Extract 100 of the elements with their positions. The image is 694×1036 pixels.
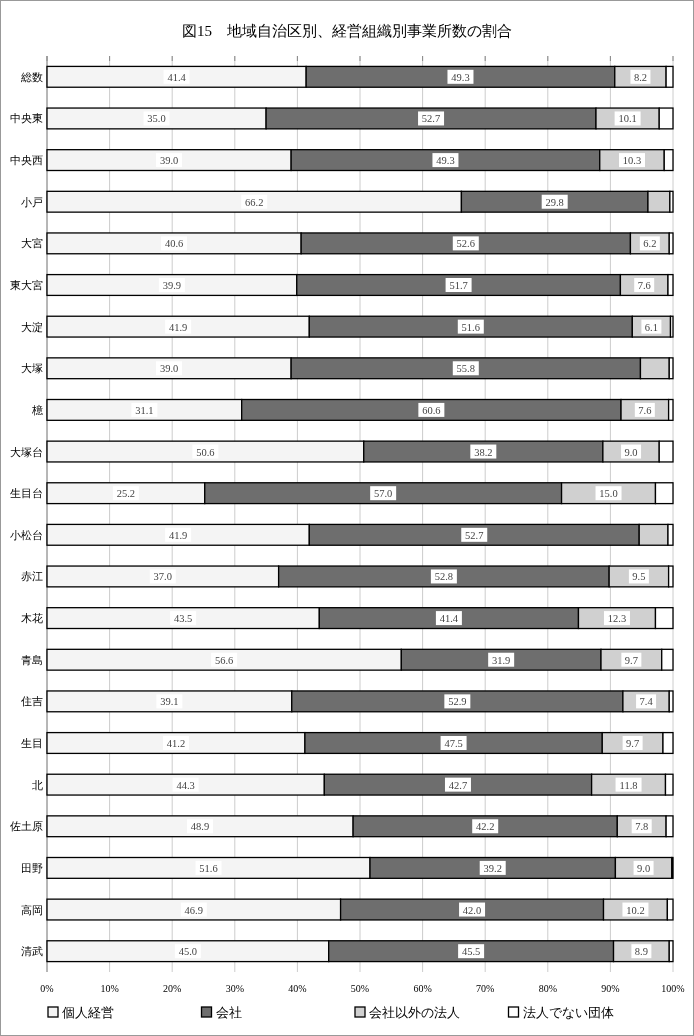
data-label: 7.4: [639, 696, 654, 708]
data-label: 15.0: [599, 488, 618, 500]
x-tick-label: 100%: [661, 983, 685, 994]
data-label: 41.9: [168, 321, 188, 333]
y-tick-label: 中央東: [10, 112, 43, 125]
data-label: 39.0: [159, 155, 179, 167]
x-tick-label: 20%: [163, 983, 182, 994]
data-label: 9.7: [624, 654, 638, 666]
y-tick-label: 佐土原: [10, 820, 43, 833]
x-tick-label: 50%: [350, 983, 370, 994]
data-label: 9.5: [632, 571, 646, 583]
x-tick-label: 80%: [538, 983, 557, 994]
data-label: 41.9: [168, 529, 188, 541]
y-tick-label: 北: [32, 778, 43, 791]
y-tick-label: 赤江: [21, 570, 43, 583]
data-label: 66.2: [245, 196, 264, 208]
data-label: 52.9: [448, 696, 467, 708]
x-tick-label: 70%: [476, 983, 495, 994]
x-tick-label: 30%: [225, 983, 244, 994]
data-label: 52.6: [456, 238, 475, 250]
data-label: 25.2: [116, 488, 136, 500]
legend-label: 会社以外の法人: [369, 1005, 460, 1020]
data-label: 39.1: [160, 696, 179, 708]
data-label: 44.3: [176, 779, 195, 791]
data-label: 9.0: [637, 862, 651, 874]
data-label: 51.7: [449, 280, 468, 291]
y-tick-label: 大淀: [21, 320, 43, 333]
y-tick-label: 生目: [21, 737, 43, 749]
x-tick-label: 90%: [601, 983, 620, 994]
chart-title: 図15 地域自治区別、経営組織別事業所数の割合: [182, 23, 512, 39]
y-tick-label: 住吉: [21, 695, 43, 708]
data-label: 60.6: [422, 404, 441, 416]
y-tick-label: 高岡: [21, 903, 43, 916]
data-label: 39.9: [162, 280, 182, 291]
y-tick-label: 清武: [21, 945, 43, 958]
data-label: 35.0: [147, 113, 166, 125]
data-label: 10.1: [618, 113, 637, 125]
data-label: 8.2: [633, 71, 648, 83]
data-label: 39.0: [159, 363, 179, 375]
y-tick-label: 総数: [20, 70, 43, 83]
y-tick-label: 青島: [21, 653, 43, 666]
data-label: 45.5: [461, 946, 481, 958]
y-tick-label: 東大宮: [10, 279, 43, 291]
data-label: 52.7: [421, 113, 441, 125]
data-label: 47.5: [444, 738, 463, 749]
x-tick-label: 40%: [288, 983, 307, 994]
data-label: 31.9: [491, 654, 511, 666]
x-tick-label: 10%: [100, 983, 119, 994]
data-label: 43.5: [173, 613, 193, 625]
data-label: 51.6: [461, 321, 480, 333]
data-label: 9.7: [626, 738, 640, 749]
data-label: 6.2: [643, 238, 657, 250]
y-tick-label: 木花: [21, 612, 43, 625]
x-tick-label: 0%: [40, 983, 54, 994]
legend-label: 会社: [215, 1005, 242, 1020]
data-label: 11.8: [619, 779, 638, 791]
x-tick-label: 60%: [413, 983, 432, 994]
data-label: 46.9: [184, 904, 203, 916]
data-label: 37.0: [153, 571, 172, 583]
data-label: 8.9: [634, 946, 648, 958]
data-label: 50.6: [196, 446, 215, 458]
data-label: 57.0: [373, 488, 393, 500]
data-label: 7.6: [637, 280, 651, 291]
data-label: 41.2: [166, 738, 186, 749]
y-tick-label: 大宮: [21, 237, 43, 250]
y-tick-label: 小戸: [21, 195, 43, 208]
data-label: 41.4: [167, 71, 187, 83]
data-label: 42.7: [448, 779, 468, 791]
data-label: 49.3: [451, 71, 470, 83]
data-label: 10.2: [626, 904, 645, 916]
data-label: 48.9: [190, 821, 210, 833]
y-tick-label: 田野: [21, 861, 43, 874]
data-label: 52.7: [465, 529, 484, 541]
data-label: 49.3: [436, 155, 455, 167]
y-tick-label: 檍: [31, 403, 43, 416]
data-label: 38.2: [474, 446, 493, 458]
data-label: 45.0: [178, 946, 198, 958]
data-label: 39.2: [483, 862, 502, 874]
data-label: 12.3: [607, 613, 627, 625]
legend-label: 個人経営: [62, 1005, 114, 1020]
data-label: 40.6: [164, 238, 184, 250]
data-label: 29.8: [545, 196, 564, 208]
data-label: 31.1: [135, 404, 154, 416]
data-label: 55.8: [456, 363, 475, 375]
data-label: 42.0: [462, 904, 482, 916]
data-label: 52.8: [434, 571, 454, 583]
legend-label: 法人でない団体: [522, 1005, 614, 1020]
data-label: 10.3: [622, 155, 642, 167]
y-tick-label: 中央西: [10, 154, 43, 167]
data-label: 9.0: [624, 446, 638, 458]
y-tick-label: 大塚台: [10, 445, 43, 458]
data-label: 42.2: [476, 821, 495, 833]
data-label: 51.6: [199, 862, 218, 874]
data-label: 7.8: [635, 821, 649, 833]
data-label: 56.6: [214, 654, 234, 666]
y-tick-label: 生目台: [10, 487, 43, 500]
data-label: 41.4: [439, 613, 459, 625]
data-label: 7.6: [638, 404, 652, 416]
data-label: 6.1: [644, 321, 658, 333]
y-tick-label: 大塚: [21, 362, 43, 375]
